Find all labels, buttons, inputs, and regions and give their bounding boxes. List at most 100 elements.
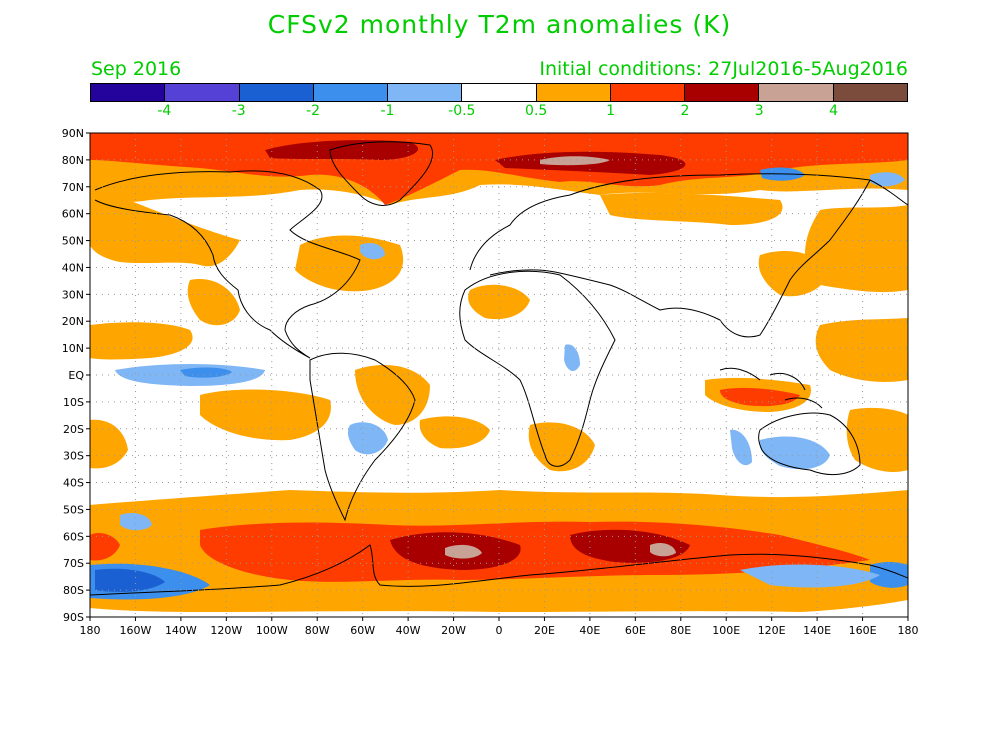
longitude-label: 20E: [534, 624, 555, 637]
longitude-label: 0: [496, 624, 503, 637]
longitude-label: 60E: [625, 624, 646, 637]
colorbar-label: 4: [829, 103, 839, 119]
warm-region-nw-pacific: [805, 205, 908, 293]
chart-title: CFSv2 monthly T2m anomalies (K): [267, 10, 732, 39]
colorbar-label: 3: [754, 103, 764, 119]
colorbar-box: [462, 84, 537, 101]
cold-region-east-africa: [564, 344, 580, 372]
coast-north-america: [94, 170, 361, 359]
colorbar-label: -1: [380, 103, 395, 119]
latitude-label: 60S: [63, 530, 84, 543]
forecast-month: Sep 2016: [91, 58, 182, 80]
warm-region-asia: [600, 192, 783, 225]
colorbar-box: [610, 84, 686, 101]
coast-australia: [758, 412, 861, 476]
latitude-label: 30S: [63, 450, 84, 463]
extreme-spot-indian-sector: [650, 542, 676, 557]
graticule: [90, 133, 908, 617]
longitude-label: 180: [898, 624, 919, 637]
cold-region-ross-east: [870, 561, 908, 588]
latitude-label: 60N: [62, 208, 84, 221]
colorbar-box: [833, 84, 907, 101]
coast-antarctica: [90, 544, 908, 596]
extreme-spot-weddell: [445, 544, 482, 559]
coast-greenland: [329, 141, 434, 206]
colorbar-labels: -4 -3 -2 -1 -0.5 0.5 1 2 3 4: [90, 103, 908, 121]
latitude-label: 90S: [63, 611, 84, 624]
warm-region-south-atlantic: [419, 416, 490, 449]
extreme-spot-siberia: [540, 156, 610, 166]
colorbar-box: [165, 84, 240, 101]
colorbar-label: -3: [231, 103, 246, 119]
warm-region-tropical-pacific-west: [90, 419, 128, 469]
cold-region-amundsen-strong: [95, 568, 165, 592]
latitude-axis: 90N 80N 70N 60N 50N 40N 30N 20N 10N EQ 10S 20S 30S 40…: [62, 127, 90, 624]
latitude-label: 40S: [63, 477, 84, 490]
hot-spot-arctic-canada: [265, 140, 419, 160]
warm-region-north-pacific: [90, 185, 240, 267]
colorbar-box: [685, 84, 760, 101]
warm-region-southern-africa: [528, 422, 595, 472]
warm-region-south-pacific: [200, 389, 331, 441]
cold-region-australia: [759, 436, 830, 470]
longitude-label: 140E: [803, 624, 831, 637]
longitude-label: 140W: [165, 624, 197, 637]
colorbar-label: 0.5: [525, 103, 548, 119]
warm-region-central-pacific: [90, 322, 193, 360]
cold-region-eastern-us: [360, 243, 385, 260]
longitude-label: 160E: [849, 624, 877, 637]
colorbar-label: -0.5: [448, 103, 476, 119]
latitude-label: 70N: [62, 181, 84, 194]
longitude-label: 180: [80, 624, 101, 637]
cold-region-indian-ocean: [730, 429, 752, 466]
colorbar-box: [759, 84, 834, 101]
longitude-label: 20W: [441, 624, 466, 637]
latitude-label: 10S: [63, 396, 84, 409]
coast-indonesia: [719, 367, 823, 409]
latitude-label: 20N: [62, 315, 84, 328]
longitude-label: 120E: [758, 624, 786, 637]
longitude-label: 80E: [670, 624, 691, 637]
cold-region-south-pacific: [120, 513, 152, 531]
colorbar-box: [239, 84, 314, 101]
cold-region-pacific-arctic: [870, 172, 905, 187]
latitude-label: 80S: [63, 584, 84, 597]
latitude-label: 30N: [62, 288, 84, 301]
colorbar-label: 2: [680, 103, 690, 119]
longitude-label: 120W: [210, 624, 242, 637]
coastlines: [90, 141, 908, 596]
cold-region-east-antarctica: [740, 564, 880, 588]
latitude-label: EQ: [68, 369, 84, 382]
longitude-label: 80W: [305, 624, 330, 637]
longitude-label: 40W: [396, 624, 421, 637]
warm-region-west-us: [187, 279, 240, 326]
longitude-label: 160W: [120, 624, 152, 637]
latitude-label: 20S: [63, 423, 84, 436]
colorbar-box: [91, 84, 166, 101]
warm-region-australia-east: [846, 407, 908, 472]
longitude-label: 40E: [579, 624, 600, 637]
coast-africa: [459, 270, 616, 467]
colorbar-label: -2: [306, 103, 321, 119]
longitude-label: 100W: [256, 624, 288, 637]
latitude-label: 80N: [62, 154, 84, 167]
latitude-label: 40N: [62, 261, 84, 274]
coast-eurasia: [469, 173, 908, 338]
latitude-label: 50S: [63, 503, 84, 516]
longitude-label: 100E: [712, 624, 740, 637]
latitude-label: 10N: [62, 342, 84, 355]
cold-region-south-america: [347, 422, 388, 455]
coast-south-america: [309, 352, 416, 522]
warm-region-south-pacific-sector: [90, 533, 120, 561]
latitude-label: 70S: [63, 557, 84, 570]
longitude-axis: 180 160W 140W 120W 100W 80W 60W 40W 20W 0 20E 40E 60…: [80, 617, 919, 637]
longitude-label: 60W: [350, 624, 375, 637]
colorbar-label: 1: [606, 103, 615, 119]
colorbar-box: [536, 84, 611, 101]
initial-conditions: Initial conditions: 27Jul2016-5Aug2016: [539, 58, 908, 80]
colorbar-box: [313, 84, 389, 101]
colorbar: [90, 83, 908, 102]
latitude-label: 90N: [62, 127, 84, 140]
latitude-label: 50N: [62, 235, 84, 248]
